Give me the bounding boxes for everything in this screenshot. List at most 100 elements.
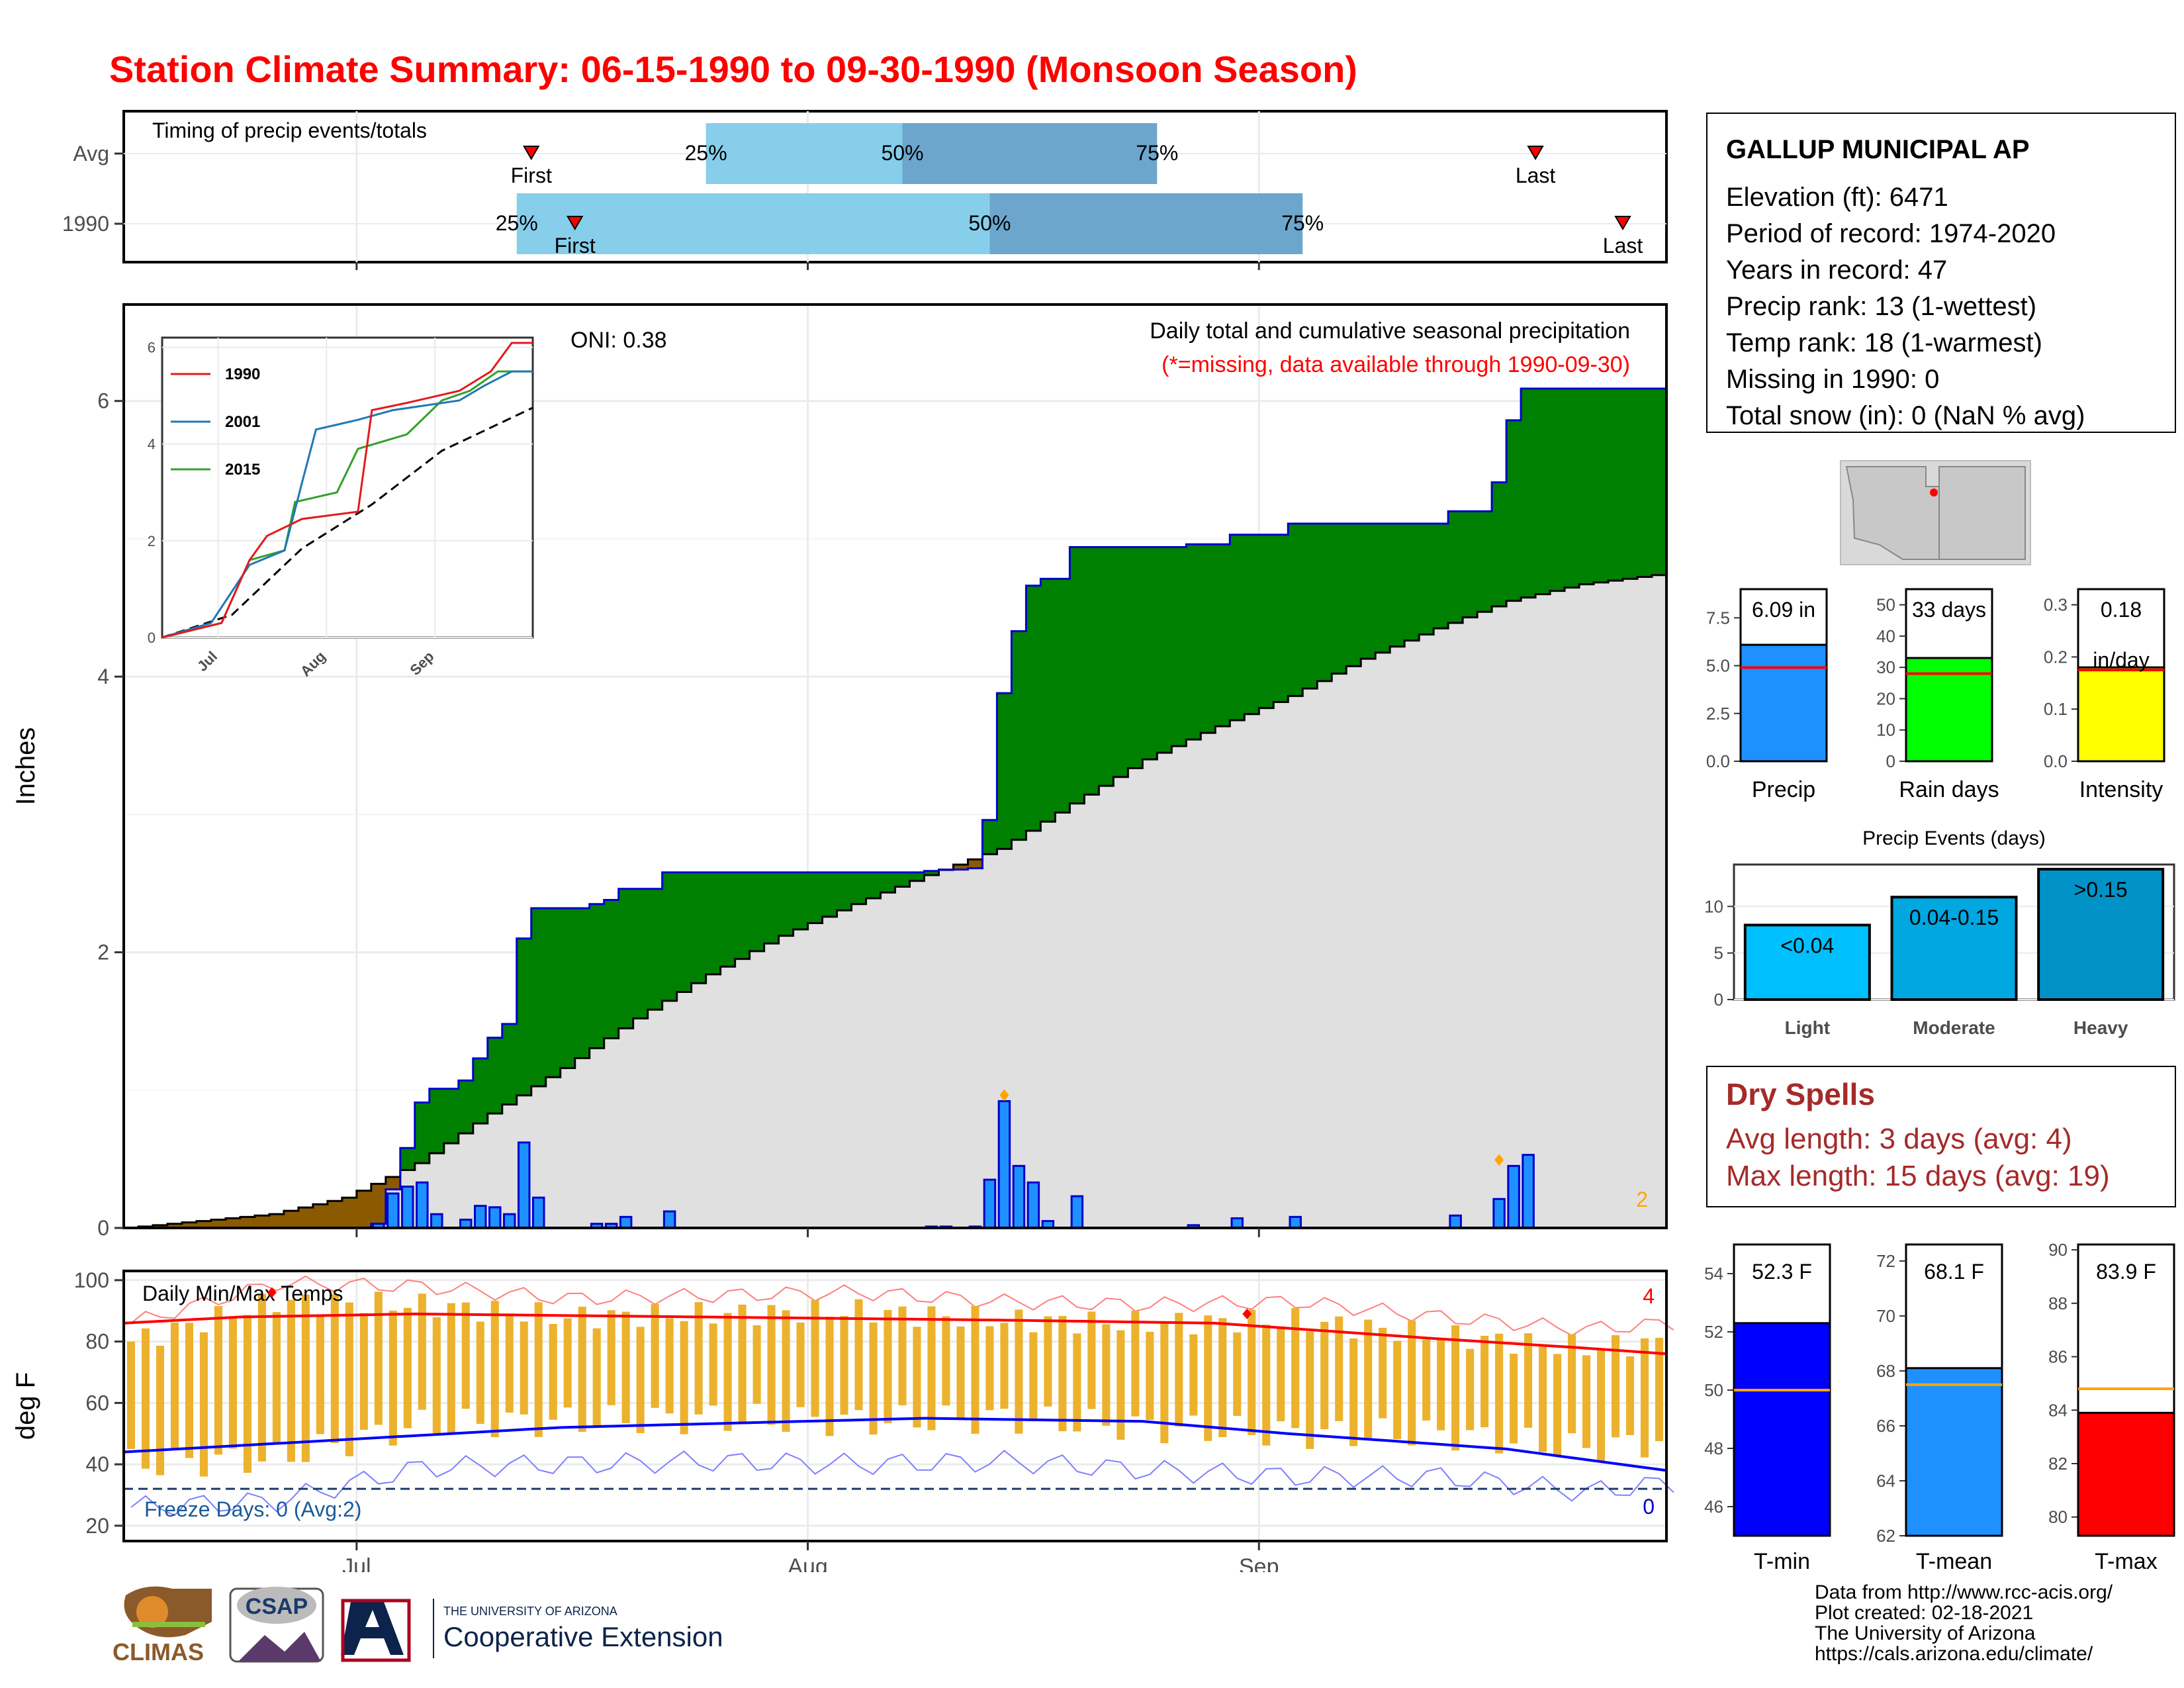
- above-normal-segment: [560, 908, 576, 1068]
- timing-q2-box-0: [902, 123, 1158, 184]
- daily-temp-bar: [418, 1293, 426, 1410]
- above-normal-segment: [1259, 534, 1274, 708]
- above-normal-segment: [1215, 544, 1230, 727]
- above-normal-segment: [574, 908, 590, 1058]
- tsum-bar-0: [1733, 1322, 1831, 1537]
- above-normal-segment: [429, 1088, 445, 1154]
- daily-temp-bar: [1058, 1315, 1067, 1432]
- precip-ytick-label-3: 6: [97, 389, 109, 413]
- summary-tick-label-1-1: 10: [1876, 720, 1895, 740]
- daily-precip-bar-2: [401, 1186, 414, 1229]
- events-bar-label-2: >0.15: [2074, 878, 2128, 902]
- daily-temp-bar: [490, 1301, 499, 1438]
- summary-bar-1: [1905, 657, 1993, 763]
- daily-temp-bar: [971, 1305, 979, 1434]
- daily-temp-bar: [1539, 1344, 1547, 1452]
- above-normal-segment: [807, 872, 823, 923]
- above-normal-segment: [735, 872, 751, 959]
- daily-temp-bar: [1029, 1332, 1038, 1421]
- daily-precip-bar-4: [430, 1213, 443, 1229]
- csap-logo: CSAP: [229, 1587, 324, 1663]
- tsum-tick-label-2-2: 84: [2048, 1400, 2068, 1420]
- temp-ytick-label-3: 80: [85, 1330, 109, 1354]
- below-normal-segment: [356, 1190, 372, 1228]
- normal-cumulative-area: [124, 575, 1666, 1228]
- tsum-tick-label-1-0: 62: [1876, 1526, 1895, 1546]
- station-missing: Missing in 1990: 0: [1726, 365, 1940, 394]
- station-years: Years in record: 47: [1726, 256, 1948, 285]
- daily-temp-bar: [592, 1328, 601, 1428]
- above-normal-segment: [1113, 547, 1128, 777]
- daily-temp-bar: [782, 1310, 790, 1432]
- daily-temp-bar: [199, 1332, 208, 1477]
- daily-precip-bar-20: [1012, 1164, 1026, 1229]
- above-normal-segment: [1637, 389, 1653, 577]
- credit-plot-created: Plot created: 02-18-2021: [1815, 1602, 2034, 1624]
- above-normal-segment: [1463, 511, 1478, 618]
- oni-label: ONI: 0.38: [570, 328, 667, 353]
- above-normal-segment: [837, 872, 852, 911]
- summary-label-0: Precip: [1752, 777, 1815, 802]
- locator-map: [1840, 460, 2031, 565]
- summary-tick-label-2-3: 0.3: [2044, 595, 2068, 615]
- above-normal-segment: [1477, 511, 1492, 612]
- daily-temp-bar: [1000, 1323, 1009, 1409]
- timing-last-label-0: Last: [1516, 164, 1556, 187]
- daily-temp-bar: [1582, 1355, 1591, 1448]
- daily-temp-bar: [1291, 1308, 1300, 1429]
- tsum-tick-label-1-1: 64: [1876, 1471, 1895, 1491]
- above-normal-segment: [1550, 389, 1565, 591]
- timing-panel: Timing of precip events/totals Avg 25% 50% 7…: [62, 110, 1668, 270]
- below-normal-segment: [254, 1215, 270, 1228]
- tsum-bar-2: [2077, 1411, 2175, 1537]
- daily-temp-bar: [796, 1322, 805, 1407]
- daily-precip-bar-10: [531, 1196, 545, 1229]
- daily-temp-bar: [1277, 1326, 1285, 1422]
- daily-temp-bar: [811, 1299, 819, 1417]
- daily-temp-bar: [840, 1315, 848, 1415]
- climas-land: [132, 1622, 205, 1627]
- daily-temp-bar: [942, 1316, 950, 1406]
- tsum-tick-label-2-5: 90: [2048, 1240, 2068, 1260]
- station-precip-rank: Precip rank: 13 (1-wettest): [1726, 292, 2037, 321]
- daily-temp-bar: [1102, 1324, 1111, 1426]
- daily-temp-bar: [534, 1302, 543, 1437]
- above-normal-segment: [473, 1058, 488, 1124]
- events-bar-label-0: <0.04: [1780, 933, 1834, 957]
- tsum-tick-label-2-0: 80: [2048, 1507, 2068, 1527]
- temp-ytick-label-1: 40: [85, 1452, 109, 1476]
- above-normal-segment: [866, 872, 882, 898]
- daily-temp-bar: [694, 1302, 703, 1415]
- above-normal-segment: [822, 872, 838, 917]
- summary-tick-label-1-4: 40: [1876, 626, 1895, 646]
- daily-temp-bar: [1189, 1334, 1198, 1416]
- temp-panel-label: Daily Min/Max Temps: [142, 1282, 343, 1305]
- tsum-label-2: T-max: [2095, 1549, 2157, 1574]
- below-normal-segment: [327, 1201, 343, 1228]
- events-tick-label-2: 10: [1704, 896, 1723, 916]
- below-normal-segment: [152, 1225, 168, 1228]
- credit-data-source: Data from http://www.rcc-acis.org/: [1815, 1581, 2113, 1603]
- above-normal-segment: [1084, 547, 1099, 795]
- record-min-line: [130, 1449, 1674, 1517]
- above-normal-segment: [880, 872, 896, 893]
- above-normal-segment: [1419, 524, 1434, 635]
- above-normal-segment: [895, 872, 911, 887]
- station-elevation: Elevation (ft): 6471: [1726, 183, 1948, 212]
- daily-temp-bar: [1640, 1338, 1649, 1458]
- above-normal-segment: [458, 1080, 474, 1134]
- summary-tick-label-1-5: 50: [1876, 595, 1895, 615]
- events-layer: Precip Events (days) 0 5 10 <0.04 Light 0.04-0…: [1704, 827, 2175, 1038]
- above-normal-segment: [1302, 524, 1318, 689]
- precip-caption: Daily total and cumulative seasonal prec…: [1150, 318, 1630, 344]
- tsum-tick-label-2-4: 88: [2048, 1293, 2068, 1313]
- tsum-label-1: T-mean: [1916, 1549, 1992, 1574]
- above-normal-segment: [1171, 547, 1187, 747]
- daily-temp-bar: [447, 1303, 455, 1433]
- inset-ytick-label-1: 2: [148, 533, 156, 549]
- daily-temp-bar: [461, 1302, 470, 1409]
- daily-precip-bar-27: [1449, 1214, 1462, 1229]
- credit-url: https://cals.arizona.edu/climate/: [1815, 1643, 2093, 1665]
- precip-ylabel: Inches: [11, 727, 40, 806]
